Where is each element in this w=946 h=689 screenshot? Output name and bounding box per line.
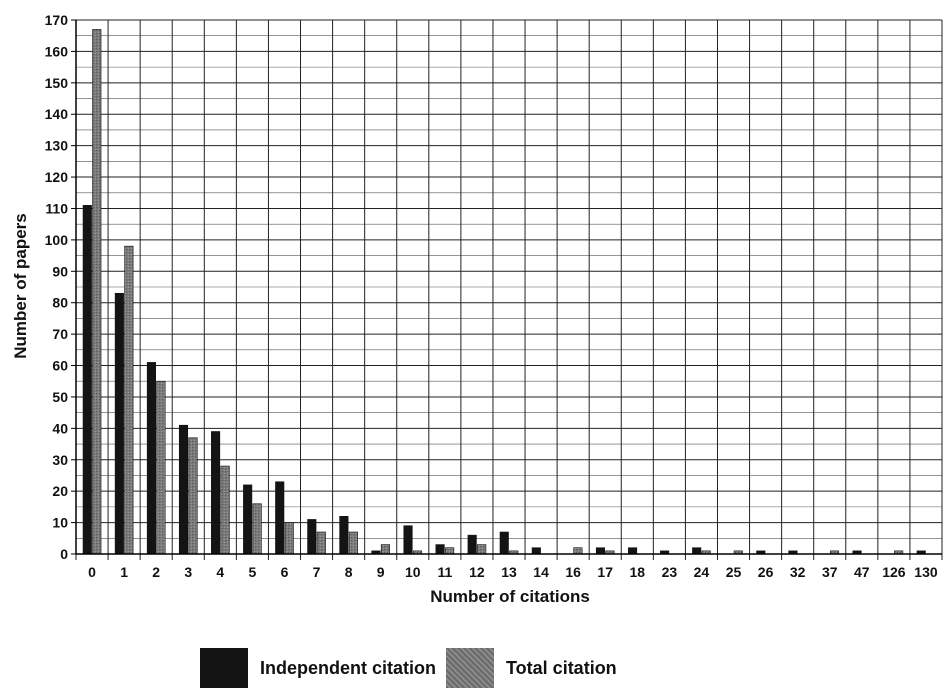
y-tick-label: 20 — [52, 483, 68, 499]
x-tick-label: 25 — [726, 564, 742, 580]
x-tick-label: 47 — [854, 564, 870, 580]
bar-total-8 — [348, 531, 358, 555]
y-tick-label: 170 — [45, 12, 69, 28]
bar-independent-6 — [275, 481, 285, 555]
bar-independent-13 — [499, 531, 509, 555]
y-tick-label: 150 — [45, 75, 69, 91]
axes — [71, 19, 942, 555]
bar-total-5 — [252, 503, 262, 555]
grid-lines — [75, 19, 943, 560]
x-tick-label: 130 — [914, 564, 938, 580]
bar-total-4 — [220, 465, 230, 555]
x-tick-label: 5 — [249, 564, 257, 580]
legend-swatch-independent — [200, 648, 248, 688]
y-tick-label: 140 — [45, 106, 69, 122]
x-tick-label: 23 — [662, 564, 678, 580]
y-tick-label: 70 — [52, 326, 68, 342]
y-tick-label: 10 — [52, 515, 68, 531]
bar-total-9 — [380, 544, 391, 555]
x-tick-label: 18 — [630, 564, 646, 580]
x-tick-label: 1 — [120, 564, 128, 580]
bar-independent-11 — [435, 544, 445, 555]
bar-total-2 — [156, 380, 166, 555]
x-tick-label: 11 — [437, 564, 452, 580]
x-tick-label: 24 — [694, 564, 710, 580]
bar-independent-3 — [178, 424, 189, 555]
x-tick-labels: 0 1 2 3 4 5 6 7 8 9 10 11 12 13 14 16 17 18 23 24 25 26 32 37 47… — [88, 564, 938, 580]
y-tick-label: 0 — [60, 546, 68, 562]
bar-total-12 — [477, 544, 487, 555]
legend: Independent citation Total citation — [200, 648, 627, 688]
legend-swatch-total — [446, 648, 495, 688]
y-tick-label: 160 — [45, 43, 69, 59]
bar-total-6 — [284, 522, 294, 555]
y-tick-label: 100 — [45, 232, 69, 248]
bar-total-16 — [573, 547, 583, 555]
bar-independent-8 — [339, 516, 349, 555]
x-tick-label: 0 — [88, 564, 96, 580]
y-tick-label: 90 — [52, 263, 68, 279]
bar-independent-7 — [307, 519, 317, 555]
x-tick-label: 3 — [184, 564, 192, 580]
x-tick-label: 4 — [216, 564, 224, 580]
x-tick-label: 13 — [501, 564, 517, 580]
bar-total-3 — [188, 437, 198, 555]
bar-total-7 — [316, 531, 326, 555]
x-tick-label: 9 — [377, 564, 385, 580]
x-tick-label: 126 — [882, 564, 906, 580]
legend-label-total: Total citation — [506, 657, 617, 678]
y-axis-title: Number of papers — [11, 213, 30, 358]
bar-total-11 — [445, 547, 455, 555]
x-tick-label: 8 — [345, 564, 353, 580]
x-tick-label: 7 — [313, 564, 321, 580]
x-tick-label: 17 — [597, 564, 613, 580]
x-tick-label: 16 — [565, 564, 581, 580]
bar-independent-5 — [243, 484, 253, 555]
x-tick-label: 2 — [152, 564, 160, 580]
y-tick-label: 110 — [45, 200, 68, 216]
legend-label-independent: Independent citation — [260, 657, 437, 678]
x-tick-label: 37 — [822, 564, 838, 580]
y-tick-label: 30 — [52, 452, 68, 468]
bar-independent-4 — [211, 431, 221, 555]
bar-total-0 — [92, 29, 102, 555]
y-tick-label: 80 — [52, 295, 68, 311]
x-tick-label: 14 — [533, 564, 549, 580]
legend-item-independent: Independent citation — [200, 648, 436, 688]
x-axis-title: Number of citations — [430, 587, 590, 606]
x-tick-label: 12 — [469, 564, 485, 580]
x-tick-label: 26 — [758, 564, 774, 580]
x-tick-label: 6 — [281, 564, 289, 580]
y-tick-labels: 0 10 20 30 40 50 60 70 80 90 100 110 120 130 140 150 160… — [45, 12, 69, 562]
bar-independent-1 — [114, 292, 124, 555]
bar-independent-24 — [692, 547, 702, 555]
legend-item-total: Total citation — [446, 648, 617, 688]
bar-independent-10 — [403, 525, 413, 555]
y-tick-label: 130 — [45, 138, 69, 154]
x-tick-label: 32 — [790, 564, 806, 580]
bar-total-1 — [124, 245, 134, 555]
x-tick-label: 10 — [405, 564, 421, 580]
bar-independent-12 — [467, 534, 477, 555]
bar-independent-0 — [82, 205, 92, 555]
bar-independent-14 — [531, 547, 541, 555]
bar-independent-17 — [595, 547, 606, 555]
bar-independent-18 — [627, 547, 638, 555]
y-tick-label: 50 — [52, 389, 68, 405]
y-tick-label: 40 — [52, 420, 68, 436]
y-tick-label: 60 — [52, 358, 68, 374]
bar-independent-2 — [146, 362, 156, 555]
y-tick-label: 120 — [45, 169, 69, 185]
